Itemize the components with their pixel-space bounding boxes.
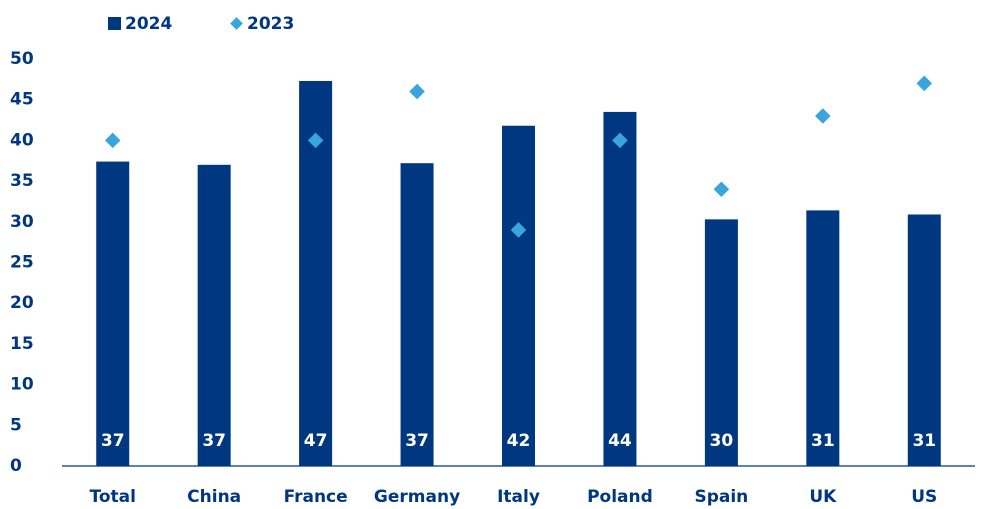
diamond-marker: [916, 75, 933, 92]
diamond-marker: [510, 222, 527, 238]
y-tick-label: 15: [10, 334, 34, 354]
value-label: 37: [405, 431, 429, 451]
x-tick-label: Total: [89, 487, 135, 507]
bar: [502, 125, 535, 467]
value-label: 42: [507, 431, 531, 451]
y-tick-label: 35: [10, 171, 34, 191]
x-tick-label: France: [284, 487, 348, 507]
y-tick-label: 40: [10, 130, 34, 150]
y-tick-label: 20: [10, 293, 34, 313]
legend-label: 2024: [125, 14, 172, 34]
y-tick-label: 50: [10, 49, 34, 69]
diamond-marker: [612, 132, 628, 149]
legend-label: 2023: [247, 14, 294, 34]
value-label: 37: [101, 431, 125, 451]
value-label: 31: [811, 431, 835, 451]
diamond-marker: [104, 132, 121, 149]
diamond-marker: [307, 132, 324, 149]
y-tick-label: 30: [10, 212, 34, 232]
bar: [400, 163, 434, 466]
x-tick-label: Spain: [694, 487, 748, 507]
value-label: 44: [608, 431, 632, 451]
x-tick-label: China: [187, 487, 241, 507]
diamond-marker: [409, 83, 425, 100]
value-label: 47: [304, 431, 328, 451]
x-tick-label: UK: [809, 487, 837, 507]
x-tick-label: Poland: [587, 487, 653, 507]
bar: [907, 214, 941, 466]
y-tick-label: 5: [10, 415, 22, 435]
y-tick-label: 0: [10, 456, 22, 476]
bar: [603, 111, 637, 466]
x-tick-label: Germany: [374, 487, 460, 507]
y-tick-label: 45: [10, 90, 34, 110]
bar: [96, 161, 130, 466]
bar: [704, 219, 738, 466]
y-tick-label: 25: [10, 253, 34, 273]
value-label: 37: [202, 431, 226, 451]
legend-swatch: [108, 17, 121, 30]
value-label: 30: [710, 431, 734, 451]
x-tick-label: US: [911, 487, 937, 507]
diamond-marker: [713, 181, 730, 198]
value-label: 31: [912, 431, 936, 451]
legend-swatch: [230, 17, 243, 30]
bar: [806, 210, 840, 466]
diamond-marker: [815, 108, 831, 124]
bar: [197, 164, 231, 466]
y-tick-label: 10: [10, 375, 34, 395]
x-tick-label: Italy: [497, 487, 540, 507]
